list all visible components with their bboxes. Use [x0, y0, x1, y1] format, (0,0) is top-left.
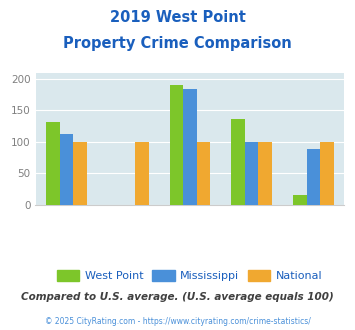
Text: © 2025 CityRating.com - https://www.cityrating.com/crime-statistics/: © 2025 CityRating.com - https://www.city… — [45, 317, 310, 326]
Text: 2019 West Point: 2019 West Point — [110, 10, 245, 25]
Bar — [258, 142, 272, 205]
Bar — [135, 142, 148, 205]
Bar — [307, 149, 320, 205]
Bar — [170, 84, 183, 205]
Text: Compared to U.S. average. (U.S. average equals 100): Compared to U.S. average. (U.S. average … — [21, 292, 334, 302]
Bar — [320, 142, 334, 205]
Legend: West Point, Mississippi, National: West Point, Mississippi, National — [53, 266, 327, 286]
Bar — [60, 134, 73, 205]
Bar — [183, 89, 197, 205]
Bar — [73, 142, 87, 205]
Text: Property Crime Comparison: Property Crime Comparison — [63, 36, 292, 51]
Bar — [245, 142, 258, 205]
Bar — [46, 122, 60, 205]
Bar — [231, 119, 245, 205]
Bar — [293, 195, 307, 205]
Bar — [197, 142, 210, 205]
